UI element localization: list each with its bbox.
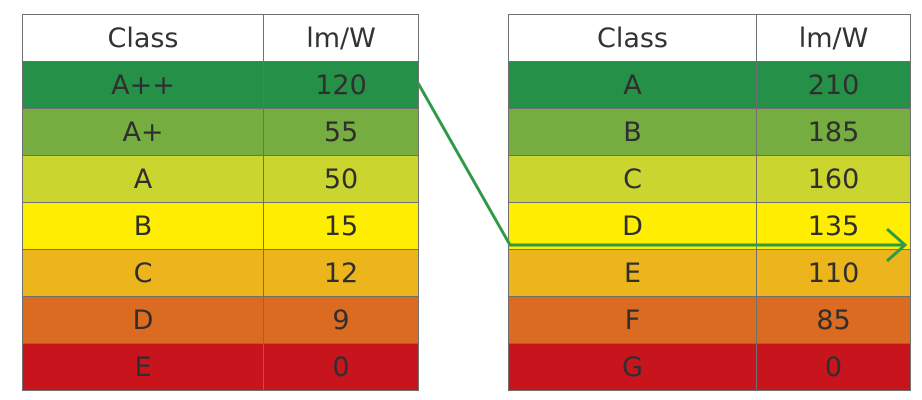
table-row: A 210 <box>508 61 911 109</box>
class-cell: D <box>508 202 757 250</box>
efficacy-cell: 9 <box>263 296 419 344</box>
table-header-row: Class lm/W <box>22 14 419 62</box>
table-row: C 160 <box>508 155 911 203</box>
class-cell: B <box>22 202 264 250</box>
efficacy-cell: 15 <box>263 202 419 250</box>
class-cell: A++ <box>22 61 264 109</box>
table-row: A++ 120 <box>22 61 419 109</box>
class-cell: A+ <box>22 108 264 156</box>
table-row: A 50 <box>22 155 419 203</box>
table-row: F 85 <box>508 296 911 344</box>
efficacy-cell: 160 <box>756 155 911 203</box>
efficacy-cell: 50 <box>263 155 419 203</box>
efficacy-cell: 110 <box>756 249 911 297</box>
class-cell: A <box>22 155 264 203</box>
class-cell: D <box>22 296 264 344</box>
left-efficiency-table: Class lm/W A++ 120 A+ 55 A 50 B 15 C 12 D 9 E 0 <box>22 14 419 391</box>
efficacy-column-header: lm/W <box>756 14 911 62</box>
efficacy-cell: 12 <box>263 249 419 297</box>
class-cell: E <box>22 343 264 391</box>
right-efficiency-table: Class lm/W A 210 B 185 C 160 D 135 E 110 F 85 G 0 <box>508 14 911 391</box>
efficacy-cell: 120 <box>263 61 419 109</box>
table-row: A+ 55 <box>22 108 419 156</box>
class-cell: G <box>508 343 757 391</box>
efficacy-column-header: lm/W <box>263 14 419 62</box>
class-column-header: Class <box>508 14 757 62</box>
efficacy-cell: 185 <box>756 108 911 156</box>
table-row: C 12 <box>22 249 419 297</box>
efficacy-cell: 0 <box>263 343 419 391</box>
class-cell: E <box>508 249 757 297</box>
efficacy-cell: 0 <box>756 343 911 391</box>
table-row: E 110 <box>508 249 911 297</box>
table-row: D 135 <box>508 202 911 250</box>
table-header-row: Class lm/W <box>508 14 911 62</box>
table-row: B 15 <box>22 202 419 250</box>
table-row: B 185 <box>508 108 911 156</box>
class-cell: A <box>508 61 757 109</box>
efficacy-cell: 85 <box>756 296 911 344</box>
class-column-header: Class <box>22 14 264 62</box>
class-cell: C <box>22 249 264 297</box>
efficacy-cell: 210 <box>756 61 911 109</box>
class-cell: C <box>508 155 757 203</box>
class-cell: B <box>508 108 757 156</box>
efficacy-cell: 55 <box>263 108 419 156</box>
efficacy-cell: 135 <box>756 202 911 250</box>
class-cell: F <box>508 296 757 344</box>
